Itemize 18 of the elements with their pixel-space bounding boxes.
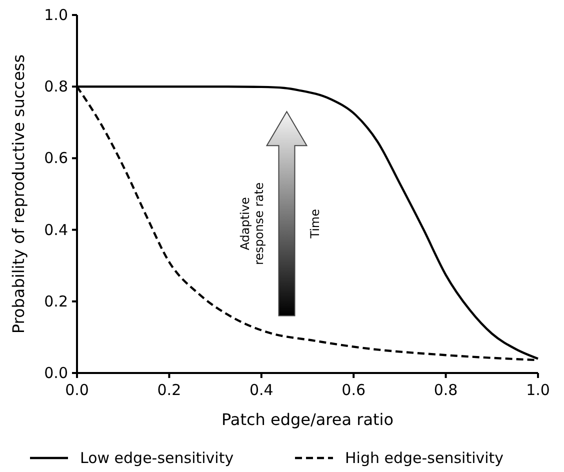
legend-label: High edge-sensitivity (345, 449, 504, 467)
y-tick-label: 0.0 (44, 364, 68, 382)
x-tick-label: 0.4 (249, 381, 274, 399)
y-tick-label: 0.8 (44, 78, 68, 96)
x-tick-label: 0.2 (157, 381, 182, 399)
x-tick-label: 0.8 (434, 381, 458, 399)
x-tick-label: 0.6 (342, 381, 366, 399)
y-tick-label: 0.2 (44, 292, 68, 310)
legend-label: Low edge-sensitivity (80, 449, 234, 467)
annotation: Time (308, 209, 322, 240)
annotation: Adaptive response rate (238, 182, 266, 266)
y-tick-label: 0.4 (44, 220, 68, 239)
x-tick-label: 0.0 (65, 381, 89, 399)
y-tick-label: 0.6 (44, 149, 68, 168)
x-axis-title: Patch edge/area ratio (221, 410, 394, 429)
y-axis-title: Probability of reproductive success (9, 54, 28, 334)
x-tick-label: 1.0 (526, 381, 550, 399)
y-tick-label: 1.0 (44, 6, 68, 24)
